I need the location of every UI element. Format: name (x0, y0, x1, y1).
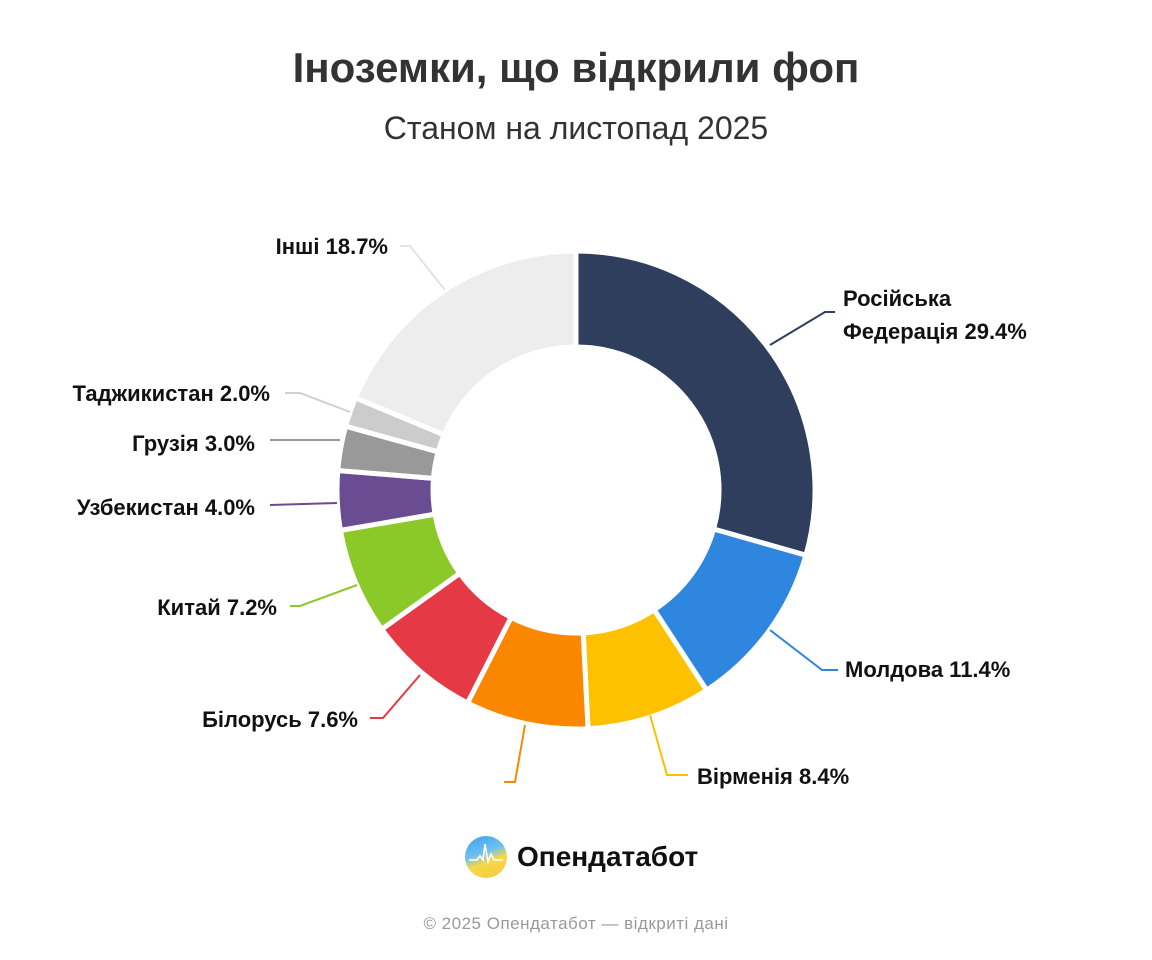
brand-logo: Опендатабот (465, 836, 698, 878)
leader-line (504, 724, 526, 783)
chart-title: Іноземки, що відкрили фоп (292, 44, 860, 91)
leader-line (285, 392, 351, 413)
leader-line (370, 674, 421, 719)
brand-name: Опендатабот (517, 841, 699, 872)
slice-label: Молдова 11.4% (845, 657, 1011, 682)
slice-label: Грузія 3.0% (132, 431, 255, 456)
leader-line (290, 584, 358, 607)
slice-label: Білорусь 7.6% (202, 707, 358, 732)
leader-line (400, 245, 446, 291)
opendatabot-logo-icon (465, 836, 507, 878)
leader-line (769, 629, 838, 671)
slice-label: Вірменія 8.4% (697, 764, 850, 789)
slice-label: Інші 18.7% (275, 234, 388, 259)
slice-label: Російська Федерація 29.4% (843, 286, 1027, 344)
slice-label: Китай 7.2% (157, 595, 277, 620)
chart-subtitle: Станом на листопад 2025 (383, 110, 769, 146)
donut-slice (352, 248, 579, 438)
leader-line (269, 502, 338, 506)
leader-line (769, 311, 835, 346)
slice-label: Таджикистан 2.0% (72, 381, 270, 406)
donut-slice (573, 248, 818, 558)
leader-line (649, 714, 688, 776)
slice-label: Узбекистан 4.0% (76, 495, 255, 520)
footer-credit: © 2025 Опендатабот — відкриті дані (423, 914, 729, 933)
